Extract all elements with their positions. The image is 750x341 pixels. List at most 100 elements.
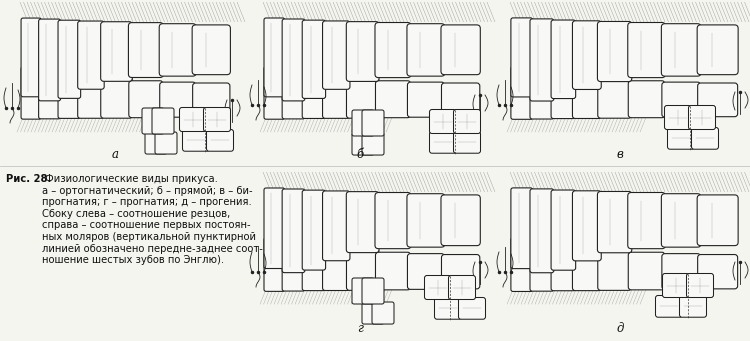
FancyBboxPatch shape xyxy=(511,238,532,292)
FancyBboxPatch shape xyxy=(662,194,701,247)
FancyBboxPatch shape xyxy=(430,132,457,153)
FancyBboxPatch shape xyxy=(668,128,694,149)
Text: Рис. 28.: Рис. 28. xyxy=(6,174,51,184)
Text: д: д xyxy=(616,322,624,335)
FancyBboxPatch shape xyxy=(511,66,532,119)
FancyBboxPatch shape xyxy=(179,107,206,132)
FancyBboxPatch shape xyxy=(434,297,461,319)
FancyBboxPatch shape xyxy=(572,243,602,291)
FancyBboxPatch shape xyxy=(598,249,632,290)
FancyBboxPatch shape xyxy=(145,132,167,154)
FancyBboxPatch shape xyxy=(282,235,304,291)
FancyBboxPatch shape xyxy=(58,20,81,98)
FancyBboxPatch shape xyxy=(662,82,700,117)
FancyBboxPatch shape xyxy=(551,65,576,119)
FancyBboxPatch shape xyxy=(346,21,379,81)
FancyBboxPatch shape xyxy=(598,191,632,253)
FancyBboxPatch shape xyxy=(430,109,457,133)
FancyBboxPatch shape xyxy=(442,83,480,117)
FancyBboxPatch shape xyxy=(192,25,230,75)
FancyBboxPatch shape xyxy=(302,20,326,99)
FancyBboxPatch shape xyxy=(203,107,230,132)
FancyBboxPatch shape xyxy=(282,19,304,101)
FancyBboxPatch shape xyxy=(302,190,326,270)
FancyBboxPatch shape xyxy=(680,296,706,317)
FancyBboxPatch shape xyxy=(352,278,374,304)
FancyBboxPatch shape xyxy=(362,110,384,136)
FancyBboxPatch shape xyxy=(362,302,384,324)
FancyBboxPatch shape xyxy=(572,72,602,118)
FancyBboxPatch shape xyxy=(39,19,61,101)
FancyBboxPatch shape xyxy=(376,252,410,290)
FancyBboxPatch shape xyxy=(346,249,379,290)
FancyBboxPatch shape xyxy=(688,105,715,130)
FancyBboxPatch shape xyxy=(376,81,410,118)
FancyBboxPatch shape xyxy=(100,77,132,118)
FancyBboxPatch shape xyxy=(698,195,738,246)
FancyBboxPatch shape xyxy=(598,77,632,118)
FancyBboxPatch shape xyxy=(530,64,554,119)
FancyBboxPatch shape xyxy=(511,18,532,97)
FancyBboxPatch shape xyxy=(662,24,701,76)
FancyBboxPatch shape xyxy=(362,278,384,304)
FancyBboxPatch shape xyxy=(664,105,692,130)
FancyBboxPatch shape xyxy=(346,77,379,118)
FancyBboxPatch shape xyxy=(511,188,532,269)
FancyBboxPatch shape xyxy=(155,132,177,154)
FancyBboxPatch shape xyxy=(656,296,682,317)
FancyBboxPatch shape xyxy=(530,189,554,273)
FancyBboxPatch shape xyxy=(686,273,713,297)
FancyBboxPatch shape xyxy=(160,82,196,117)
FancyBboxPatch shape xyxy=(598,21,632,81)
Text: в: в xyxy=(616,148,623,162)
FancyBboxPatch shape xyxy=(264,188,285,268)
FancyBboxPatch shape xyxy=(302,65,326,118)
Text: б: б xyxy=(356,148,364,162)
FancyBboxPatch shape xyxy=(39,64,61,119)
Text: г: г xyxy=(357,322,363,335)
FancyBboxPatch shape xyxy=(372,302,394,324)
FancyBboxPatch shape xyxy=(442,254,480,289)
FancyBboxPatch shape xyxy=(352,110,374,136)
FancyBboxPatch shape xyxy=(142,108,164,134)
FancyBboxPatch shape xyxy=(182,130,209,151)
FancyBboxPatch shape xyxy=(193,83,230,117)
FancyBboxPatch shape xyxy=(441,195,480,246)
FancyBboxPatch shape xyxy=(448,276,476,299)
FancyBboxPatch shape xyxy=(692,128,718,149)
FancyBboxPatch shape xyxy=(407,254,445,290)
FancyBboxPatch shape xyxy=(100,22,132,81)
Text: Физиологические виды прикуса.
а – ортогнатический; б – прямой; в – би-
прогнатия: Физиологические виды прикуса. а – ортогн… xyxy=(42,174,262,265)
FancyBboxPatch shape xyxy=(407,24,445,76)
FancyBboxPatch shape xyxy=(78,73,104,118)
FancyBboxPatch shape xyxy=(698,25,738,75)
FancyBboxPatch shape xyxy=(407,194,445,247)
FancyBboxPatch shape xyxy=(698,83,738,117)
FancyBboxPatch shape xyxy=(454,109,481,133)
FancyBboxPatch shape xyxy=(698,254,738,289)
FancyBboxPatch shape xyxy=(322,244,350,291)
FancyBboxPatch shape xyxy=(206,130,233,151)
FancyBboxPatch shape xyxy=(375,23,411,78)
FancyBboxPatch shape xyxy=(322,72,350,118)
FancyBboxPatch shape xyxy=(662,273,689,297)
FancyBboxPatch shape xyxy=(21,67,41,119)
FancyBboxPatch shape xyxy=(282,64,304,119)
FancyBboxPatch shape xyxy=(282,189,304,273)
FancyBboxPatch shape xyxy=(530,235,554,291)
FancyBboxPatch shape xyxy=(152,108,174,134)
FancyBboxPatch shape xyxy=(628,193,665,249)
FancyBboxPatch shape xyxy=(346,192,379,253)
Text: а: а xyxy=(112,148,118,162)
FancyBboxPatch shape xyxy=(551,236,576,291)
FancyBboxPatch shape xyxy=(78,21,104,89)
FancyBboxPatch shape xyxy=(375,193,411,249)
FancyBboxPatch shape xyxy=(322,21,350,89)
FancyBboxPatch shape xyxy=(129,81,163,118)
FancyBboxPatch shape xyxy=(302,237,326,291)
FancyBboxPatch shape xyxy=(128,23,164,77)
FancyBboxPatch shape xyxy=(407,82,445,117)
FancyBboxPatch shape xyxy=(628,23,665,78)
FancyBboxPatch shape xyxy=(572,21,602,89)
FancyBboxPatch shape xyxy=(662,254,700,290)
